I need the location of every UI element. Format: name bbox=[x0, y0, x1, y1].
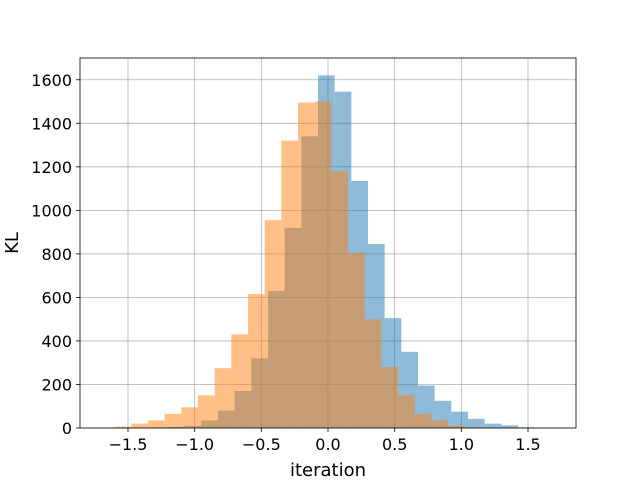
x-tick-label: 1.5 bbox=[515, 435, 540, 454]
histogram-bar-series-2 bbox=[314, 101, 332, 428]
histogram-bar-series-2 bbox=[348, 252, 365, 428]
histogram-bar-series-2 bbox=[364, 319, 382, 428]
y-tick-label: 1400 bbox=[31, 114, 72, 133]
histogram-bar-series-2 bbox=[164, 413, 182, 428]
y-tick-label: 1600 bbox=[31, 71, 72, 90]
histogram-bar-series-2 bbox=[248, 294, 265, 428]
histogram-bar-series-2 bbox=[198, 395, 215, 428]
histogram-bar-series-2 bbox=[214, 368, 232, 428]
y-tick-label: 1200 bbox=[31, 158, 72, 177]
x-tick-label: −1.0 bbox=[175, 435, 214, 454]
x-tick-label: 0.5 bbox=[382, 435, 407, 454]
x-axis-ticks: −1.5 −1.0 −0.5 0.0 0.5 1.0 1.5 bbox=[109, 428, 541, 454]
x-tick-label: 0.0 bbox=[315, 435, 340, 454]
y-tick-label: 1000 bbox=[31, 201, 72, 220]
histogram-bars bbox=[114, 75, 552, 429]
histogram-bar-series-2 bbox=[148, 420, 165, 428]
histogram-bar-series-2 bbox=[114, 426, 132, 428]
histogram-bar-series-1 bbox=[484, 423, 502, 428]
y-axis-label: KL bbox=[2, 232, 23, 254]
x-tick-label: 1.0 bbox=[449, 435, 474, 454]
histogram-bar-series-1 bbox=[468, 418, 485, 428]
histogram-bar-series-2 bbox=[381, 367, 398, 428]
y-axis-ticks: 0 200 400 600 800 1000 1200 1400 1600 bbox=[31, 71, 80, 438]
histogram-bar-series-2 bbox=[398, 395, 415, 428]
histogram-bar-series-2 bbox=[431, 420, 448, 428]
histogram-bar-series-1 bbox=[451, 411, 468, 428]
x-tick-label: −0.5 bbox=[242, 435, 281, 454]
histogram-bar-series-2 bbox=[298, 102, 315, 428]
y-tick-label: 600 bbox=[41, 288, 72, 307]
histogram-bar-series-1 bbox=[501, 425, 518, 428]
histogram-bar-series-2 bbox=[281, 140, 298, 429]
histogram-bar-series-2 bbox=[231, 334, 248, 428]
x-axis-label: iteration bbox=[290, 460, 366, 480]
y-tick-label: 0 bbox=[62, 419, 72, 438]
y-tick-label: 200 bbox=[41, 375, 72, 394]
histogram-bar-series-2 bbox=[331, 171, 348, 429]
histogram-bar-series-2 bbox=[131, 423, 148, 428]
histogram-bar-series-2 bbox=[414, 413, 432, 428]
y-tick-label: 400 bbox=[41, 332, 72, 351]
histogram-bar-series-2 bbox=[181, 407, 198, 428]
x-tick-label: −1.5 bbox=[109, 435, 148, 454]
histogram-bar-series-2 bbox=[448, 425, 465, 428]
y-tick-label: 800 bbox=[41, 245, 72, 264]
histogram-bar-series-2 bbox=[264, 220, 282, 428]
